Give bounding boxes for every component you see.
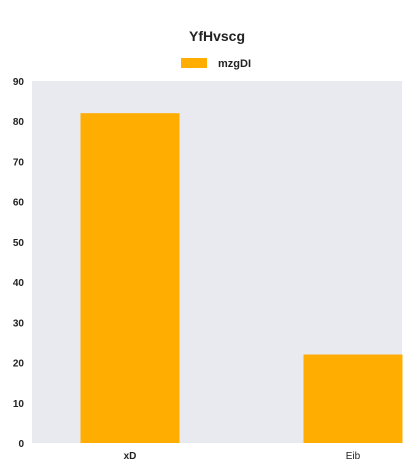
x-axis-ticks: xD Eib [124, 451, 361, 462]
y-tick-label: 70 [13, 157, 25, 168]
bar [303, 354, 403, 443]
y-tick-label: 90 [13, 77, 25, 88]
bars [80, 113, 403, 443]
y-axis-ticks: 0 10 20 30 40 50 60 70 80 90 [13, 77, 25, 450]
x-tick-label: xD [124, 451, 137, 462]
y-tick-label: 80 [13, 117, 25, 128]
bar [80, 113, 180, 443]
y-tick-label: 20 [13, 359, 25, 370]
legend: mzgDI [181, 58, 251, 70]
legend-swatch [181, 58, 207, 68]
legend-label: mzgDI [218, 58, 251, 70]
y-tick-label: 50 [13, 238, 25, 249]
x-tick-label: Eib [346, 451, 361, 462]
y-tick-label: 0 [18, 439, 24, 450]
y-tick-label: 60 [13, 198, 25, 209]
y-tick-label: 30 [13, 318, 25, 329]
y-tick-label: 40 [13, 278, 25, 289]
y-tick-label: 10 [13, 399, 25, 410]
chart-title: YfHvscg [189, 28, 245, 44]
